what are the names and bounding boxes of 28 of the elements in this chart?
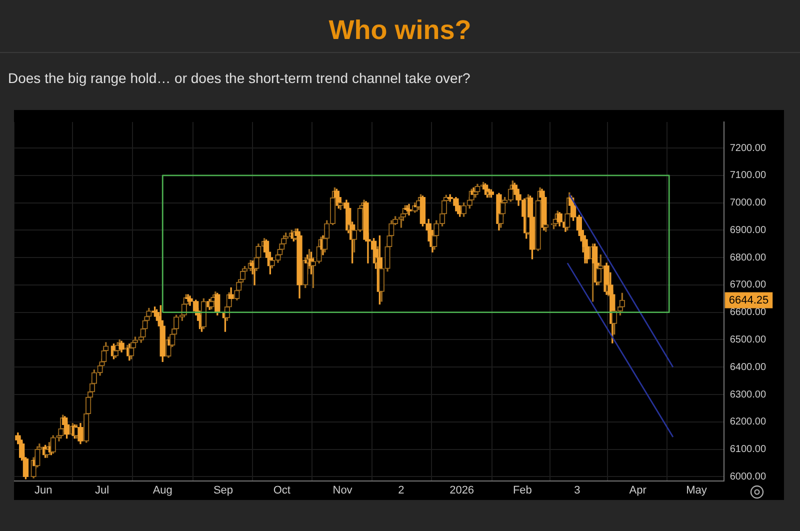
x-tick-label: May bbox=[686, 484, 708, 496]
x-tick-label: Sep bbox=[213, 484, 234, 496]
x-tick-label: Aug bbox=[152, 484, 172, 496]
y-tick-label: 6500.00 bbox=[730, 334, 766, 346]
y-tick-label: 6400.00 bbox=[730, 362, 766, 373]
x-tick-label: 2 bbox=[398, 484, 404, 496]
y-tick-label: 6100.00 bbox=[730, 444, 766, 456]
x-tick-label: Nov bbox=[332, 484, 353, 496]
x-tick-label: Oct bbox=[273, 484, 290, 496]
x-tick-label: Apr bbox=[629, 484, 647, 496]
y-tick-label: 6900.00 bbox=[730, 224, 766, 236]
x-tick-label: Feb bbox=[512, 484, 532, 496]
y-tick-label: 6200.00 bbox=[730, 416, 766, 428]
y-tick-label: 6800.00 bbox=[730, 252, 766, 264]
y-tick-label: 7100.00 bbox=[730, 170, 766, 182]
text: 6644.25 bbox=[728, 294, 769, 306]
y-tick-label: 7000.00 bbox=[730, 198, 766, 209]
y-tick-label: 6000.00 bbox=[730, 471, 766, 482]
x-tick-label: Jun bbox=[34, 484, 52, 496]
y-tick-label: 6700.00 bbox=[730, 280, 766, 291]
x-tick-label: 3 bbox=[574, 484, 580, 496]
chart-title: Who wins? bbox=[0, 0, 800, 53]
y-tick-label: 6600.00 bbox=[730, 307, 766, 318]
x-tick-label: 2026 bbox=[450, 484, 474, 496]
x-tick-label: Jul bbox=[94, 484, 110, 496]
y-tick-label: 6300.00 bbox=[730, 389, 766, 400]
y-tick-label: 7200.00 bbox=[730, 142, 766, 154]
chart-subtitle: Does the big range hold… or does the short-term trend channel take over? bbox=[8, 70, 470, 86]
